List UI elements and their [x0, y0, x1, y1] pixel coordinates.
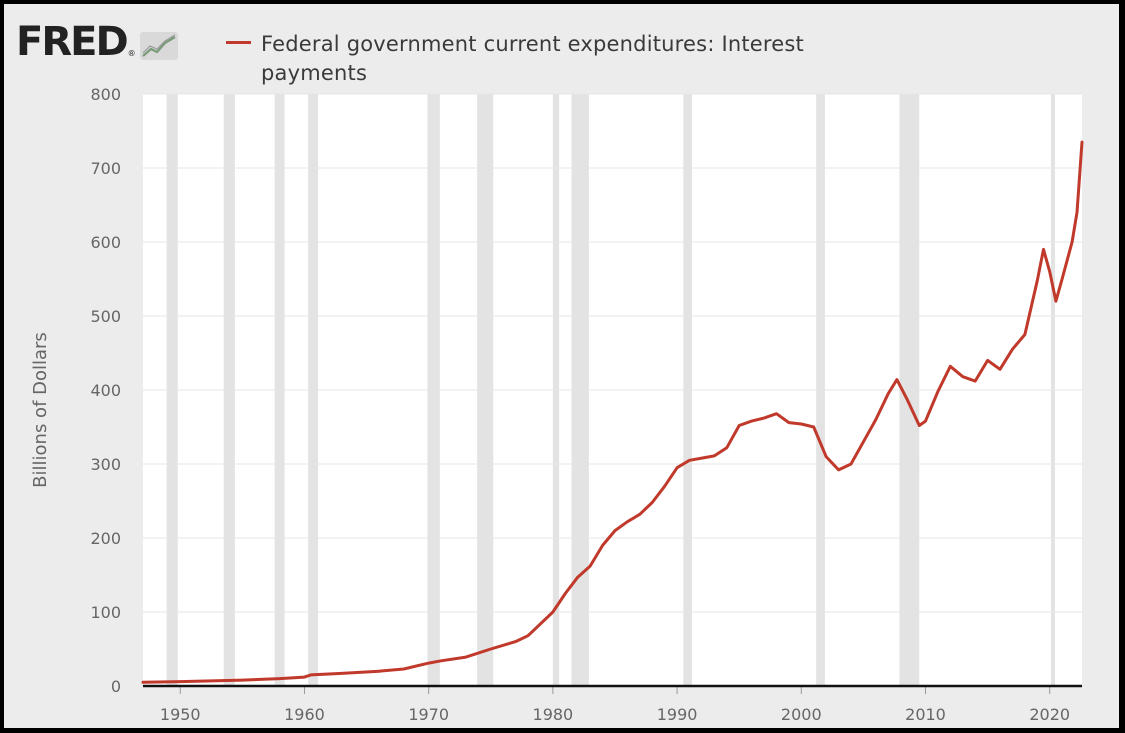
y-tick-label: 0: [111, 677, 121, 696]
x-tick-label: 1990: [657, 705, 698, 724]
x-tick-label: 1960: [284, 705, 325, 724]
x-tick-label: 1980: [533, 705, 574, 724]
series-line: [141, 140, 1084, 684]
y-tick-label: 600: [90, 233, 121, 252]
chart-line-icon: [139, 32, 178, 60]
x-tick-label: 1970: [408, 705, 449, 724]
line-chart[interactable]: 0 100 200 300 400 500 600 700 800 1950 1960 1970 198…: [4, 4, 1119, 728]
y-tick-label: 300: [90, 455, 121, 474]
axes: 0 100 200 300 400 500 600 700 800 1950 1960 1970 198…: [90, 85, 1082, 724]
logo-registered-mark: ®: [127, 49, 136, 58]
y-tick-label: 800: [90, 85, 121, 104]
chart-legend: Federal government current expenditures:…: [226, 30, 881, 88]
chart-frame: FRED ® Federal government current expend…: [4, 4, 1119, 728]
legend-series-label: Federal government current expenditures:…: [261, 32, 804, 85]
y-axis-title: Billions of Dollars: [30, 332, 51, 488]
fred-logo[interactable]: FRED ®: [16, 22, 178, 62]
y-tick-label: 500: [90, 307, 121, 326]
logo-text: FRED: [16, 19, 129, 65]
y-tick-label: 700: [90, 159, 121, 178]
x-tick-label: 2010: [905, 705, 946, 724]
x-tick-label: 2000: [781, 705, 822, 724]
x-tick-label: 1950: [160, 705, 201, 724]
legend-swatch: [226, 41, 251, 44]
x-tick-label: 2020: [1029, 705, 1070, 724]
gridlines: [143, 93, 1082, 613]
y-tick-label: 100: [90, 603, 121, 622]
y-tick-label: 400: [90, 381, 121, 400]
series-layer: [141, 140, 1084, 684]
y-tick-label: 200: [90, 529, 121, 548]
